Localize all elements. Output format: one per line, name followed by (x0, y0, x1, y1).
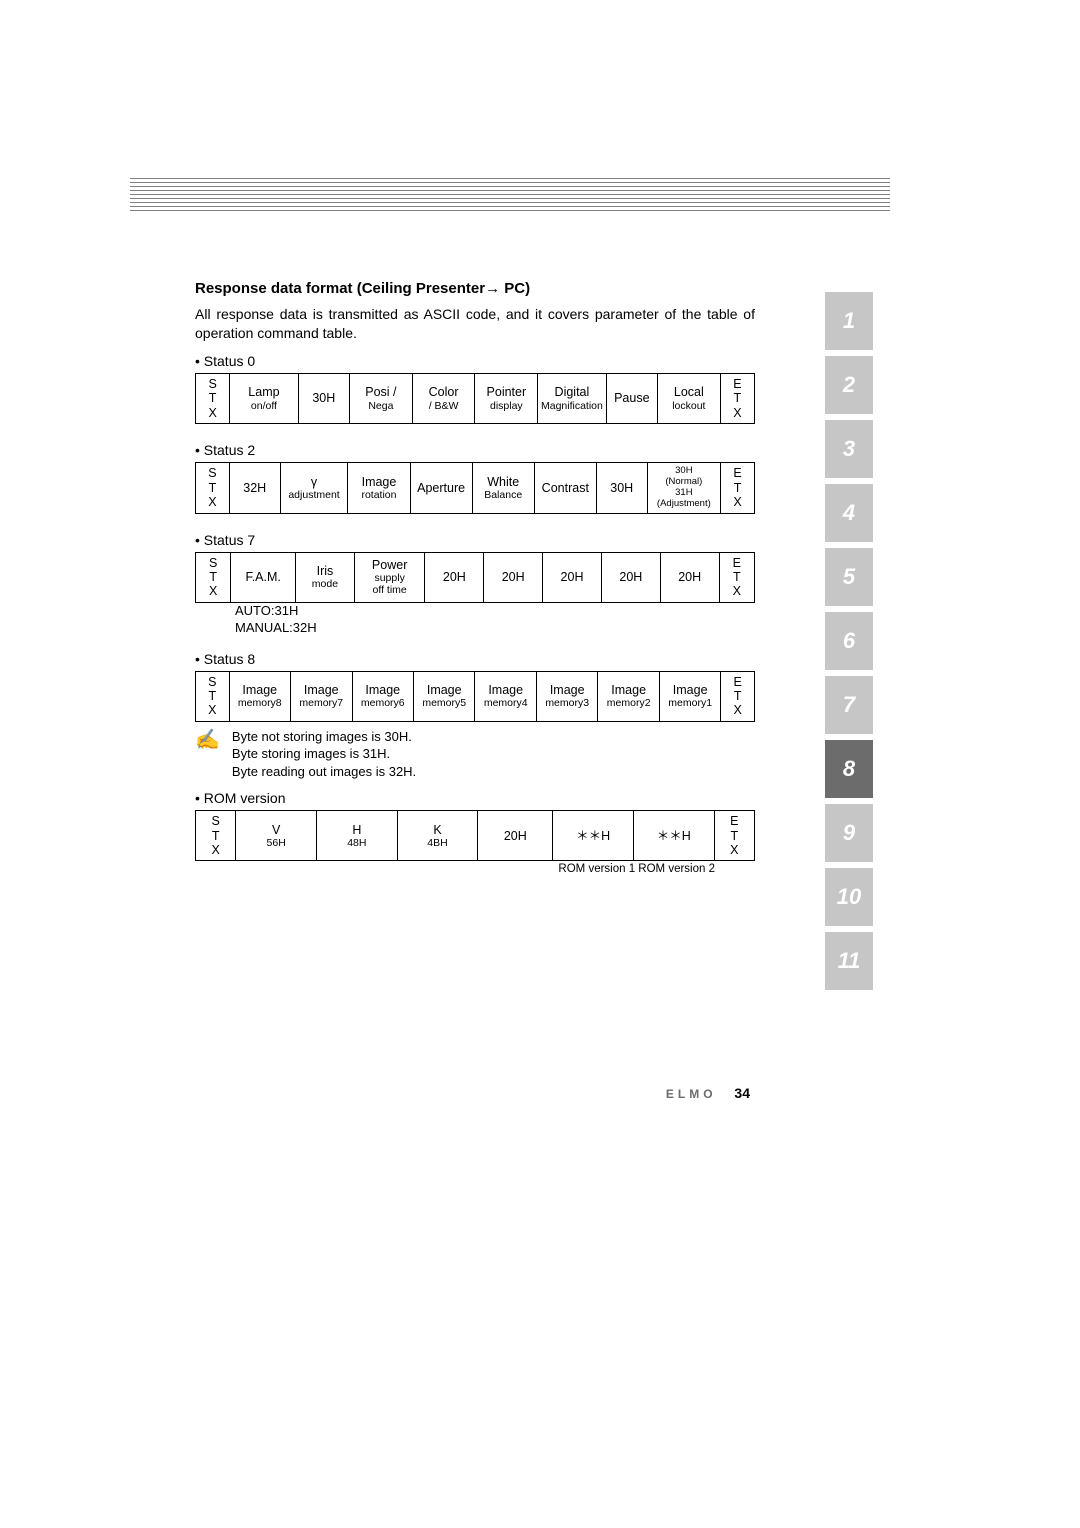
table-cell: ＊＊H (633, 811, 714, 861)
header-rule (130, 186, 890, 187)
chapter-tab-9[interactable]: 9 (825, 804, 873, 862)
table-cell: 20H (478, 811, 553, 861)
page-footer: ELMO 34 (130, 1085, 750, 1101)
table-cell: 30H(Normal)31H(Adjustment) (647, 462, 720, 513)
brand-logo: ELMO (666, 1087, 717, 1101)
table-cell: Aperture (410, 462, 472, 513)
chapter-tab-6[interactable]: 6 (825, 612, 873, 670)
bullet-status8: • Status 8 (195, 651, 755, 667)
hand-writing-icon: ✍ (195, 730, 220, 750)
table-cell: 32H (229, 462, 280, 513)
table-cell: Imagememory6 (352, 671, 413, 721)
rom-caption: ROM version 1 ROM version 2 (195, 863, 755, 875)
table-status0: STXLampon/off30HPosi /NegaColor/ B&WPoin… (195, 373, 755, 424)
table-status2: STX32HγadjustmentImagerotationApertureWh… (195, 462, 755, 514)
table-cell: 20H (425, 552, 484, 602)
chapter-tab-3[interactable]: 3 (825, 420, 873, 478)
header-rule (130, 194, 890, 195)
table-cell: Imagememory4 (475, 671, 536, 721)
chapter-tabs: 1 2 3 4 5 6 7 8 9 10 11 (825, 292, 873, 996)
chapter-tab-7[interactable]: 7 (825, 676, 873, 734)
table-rom: STXV56HH48HK4BH20H＊＊H＊＊HETX (195, 810, 755, 861)
table-cell: Contrast (534, 462, 596, 513)
table-cell: Powersupplyoff time (354, 552, 425, 602)
table-cell: H48H (317, 811, 398, 861)
table-cell: STX (196, 462, 230, 513)
table-cell: 30H (596, 462, 647, 513)
intro-paragraph: All response data is transmitted as ASCI… (195, 305, 755, 343)
header-rule (130, 202, 890, 203)
table-cell: 20H (484, 552, 543, 602)
table-cell: ＊＊H (553, 811, 634, 861)
chapter-tab-5[interactable]: 5 (825, 548, 873, 606)
table-cell: Imagememory7 (291, 671, 352, 721)
note-text: Byte not storing images is 30H.Byte stor… (232, 728, 416, 781)
bullet-status0: • Status 0 (195, 353, 755, 369)
table-cell: 20H (543, 552, 602, 602)
page-content: Response data format (Ceiling Presenter→… (195, 280, 755, 875)
table-cell: Pause (606, 373, 657, 423)
table-cell: STX (196, 373, 230, 423)
table-cell: Imagememory2 (598, 671, 659, 721)
table-cell: 30H (298, 373, 349, 423)
header-rule (130, 190, 890, 191)
chapter-tab-2[interactable]: 2 (825, 356, 873, 414)
status7-caption: AUTO:31HMANUAL:32H (235, 603, 755, 637)
table-cell: WhiteBalance (472, 462, 534, 513)
chapter-tab-8[interactable]: 8 (825, 740, 873, 798)
table-cell: ETX (721, 462, 755, 513)
table-cell: γadjustment (280, 462, 348, 513)
table-cell: Posi /Nega (350, 373, 413, 423)
table-cell: Imagerotation (348, 462, 410, 513)
table-cell: Pointerdisplay (475, 373, 538, 423)
chapter-tab-11[interactable]: 11 (825, 932, 873, 990)
chapter-tab-1[interactable]: 1 (825, 292, 873, 350)
table-cell: ETX (714, 811, 754, 861)
bullet-rom: • ROM version (195, 790, 755, 806)
table-cell: Irismode (296, 552, 355, 602)
table-cell: F.A.M. (231, 552, 296, 602)
table-cell: Color/ B&W (412, 373, 475, 423)
header-rule (130, 182, 890, 183)
table-cell: Imagememory3 (536, 671, 597, 721)
table-cell: DigitalMagnification (538, 373, 606, 423)
table-cell: ETX (721, 671, 755, 721)
table-status8: STXImagememory8Imagememory7Imagememory6I… (195, 671, 755, 722)
table-cell: Imagememory5 (413, 671, 474, 721)
table-cell: ETX (719, 552, 754, 602)
note-block: ✍ Byte not storing images is 30H.Byte st… (195, 728, 755, 781)
header-rule (130, 198, 890, 199)
header-rule (130, 210, 890, 211)
chapter-tab-4[interactable]: 4 (825, 484, 873, 542)
table-cell: ETX (720, 373, 754, 423)
bullet-status7: • Status 7 (195, 532, 755, 548)
table-cell: Lampon/off (230, 373, 298, 423)
header-rule (130, 206, 890, 207)
page-number: 34 (734, 1085, 750, 1101)
table-cell: 20H (601, 552, 660, 602)
table-cell: Imagememory1 (659, 671, 720, 721)
table-cell: STX (196, 552, 231, 602)
bullet-status2: • Status 2 (195, 442, 755, 458)
table-cell: Locallockout (657, 373, 720, 423)
section-heading: Response data format (Ceiling Presenter→… (195, 280, 755, 297)
table-cell: K4BH (397, 811, 478, 861)
table-cell: Imagememory8 (229, 671, 290, 721)
header-rule (130, 178, 890, 179)
table-cell: 20H (660, 552, 719, 602)
table-cell: V56H (236, 811, 317, 861)
table-status7: STXF.A.M.IrismodePowersupplyoff time20H2… (195, 552, 755, 603)
chapter-tab-10[interactable]: 10 (825, 868, 873, 926)
table-cell: STX (196, 671, 230, 721)
table-cell: STX (196, 811, 236, 861)
